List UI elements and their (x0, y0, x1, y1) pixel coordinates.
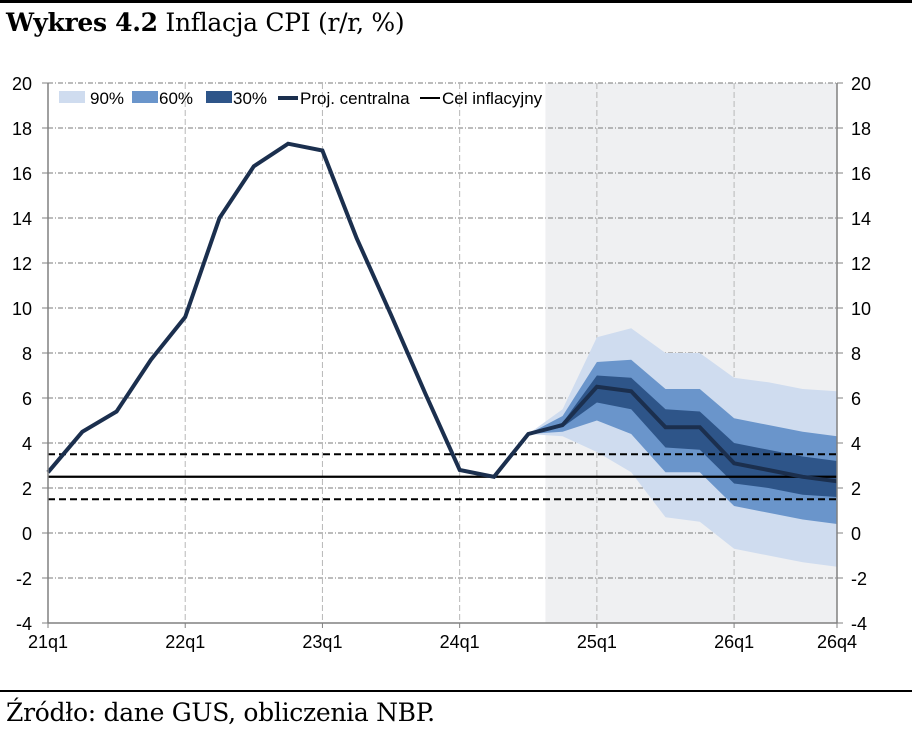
y-tick-label-left: 4 (22, 434, 32, 454)
x-tick-label: 25q1 (577, 632, 617, 652)
y-tick-label-left: 18 (12, 119, 32, 139)
legend-label: Proj. centralna (300, 89, 410, 108)
x-tick-label: 21q1 (28, 632, 68, 652)
legend-swatch-band90 (59, 91, 85, 103)
x-tick-label: 26q1 (714, 632, 754, 652)
y-tick-label-left: 12 (12, 254, 32, 274)
y-tick-label-left: -2 (16, 569, 32, 589)
y-tick-label-right: 4 (851, 434, 861, 454)
y-tick-label-left: 20 (12, 74, 32, 94)
x-tick-label: 23q1 (302, 632, 342, 652)
legend-label: Cel inflacyjny (442, 89, 543, 108)
y-tick-label-left: 2 (22, 479, 32, 499)
y-tick-label-right: 8 (851, 344, 861, 364)
y-tick-label-right: 20 (851, 74, 871, 94)
y-tick-label-left: 0 (22, 524, 32, 544)
y-tick-label-left: -4 (16, 614, 32, 634)
y-tick-label-right: -2 (851, 569, 867, 589)
legend-swatch-band30 (206, 91, 232, 103)
y-tick-label-left: 8 (22, 344, 32, 364)
y-tick-label-left: 14 (12, 209, 32, 229)
source-note: Źródło: dane GUS, obliczenia NBP. (6, 698, 435, 727)
figure-title-text: Inflacja CPI (r/r, %) (157, 8, 405, 37)
central-projection-line (46, 141, 838, 484)
y-tick-label-right: 0 (851, 524, 861, 544)
y-tick-label-left: 16 (12, 164, 32, 184)
x-tick-label: 22q1 (165, 632, 205, 652)
y-tick-label-right: 16 (851, 164, 871, 184)
y-tick-label-left: 10 (12, 299, 32, 319)
y-tick-label-right: 18 (851, 119, 871, 139)
figure-title: Wykres 4.2 Inflacja CPI (r/r, %) (6, 8, 405, 37)
x-tick-label: 26q4 (817, 632, 857, 652)
y-tick-label-right: 2 (851, 479, 861, 499)
x-tick-label: 24q1 (440, 632, 480, 652)
y-tick-label-right: -4 (851, 614, 867, 634)
figure-number: Wykres 4.2 (6, 8, 158, 37)
top-rule (0, 0, 912, 3)
legend-swatch-band60 (132, 91, 158, 103)
legend-label: 90% (90, 89, 124, 108)
y-tick-label-left: 6 (22, 389, 32, 409)
y-tick-label-right: 10 (851, 299, 871, 319)
legend-label: 60% (159, 89, 193, 108)
y-tick-label-right: 12 (851, 254, 871, 274)
legend-label: 30% (233, 89, 267, 108)
bottom-rule (0, 690, 912, 692)
y-tick-label-right: 14 (851, 209, 871, 229)
y-tick-label-right: 6 (851, 389, 861, 409)
